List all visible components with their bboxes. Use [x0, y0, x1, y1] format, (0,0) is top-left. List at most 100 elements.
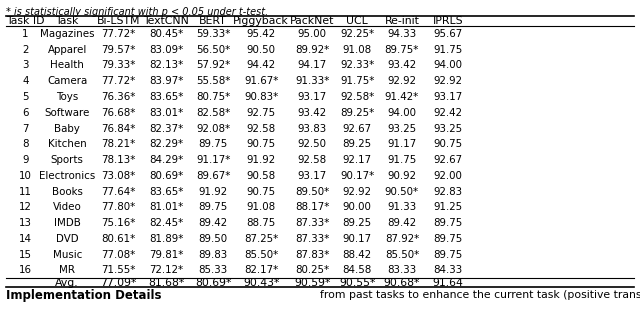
Text: 82.29*: 82.29*	[149, 139, 184, 149]
Text: 84.29*: 84.29*	[149, 155, 184, 165]
Text: Bi-LSTM: Bi-LSTM	[97, 16, 140, 26]
Text: 92.75: 92.75	[246, 108, 276, 118]
Text: 95.67: 95.67	[433, 29, 463, 39]
Text: 8: 8	[22, 139, 29, 149]
Text: 77.09*: 77.09*	[100, 278, 136, 288]
Text: 94.42: 94.42	[246, 61, 276, 70]
Text: 90.68*: 90.68*	[384, 278, 420, 288]
Text: 92.00: 92.00	[433, 171, 463, 181]
Text: 91.25: 91.25	[433, 202, 463, 212]
Text: 92.92: 92.92	[342, 187, 372, 197]
Text: 91.92: 91.92	[246, 155, 276, 165]
Text: 83.65*: 83.65*	[149, 92, 184, 102]
Text: 90.59*: 90.59*	[294, 278, 330, 288]
Text: 4: 4	[22, 76, 29, 86]
Text: 91.08: 91.08	[246, 202, 276, 212]
Text: Re-init: Re-init	[385, 16, 419, 26]
Text: 89.92*: 89.92*	[295, 45, 330, 55]
Text: 81.89*: 81.89*	[149, 234, 184, 244]
Text: Books: Books	[52, 187, 83, 197]
Text: Software: Software	[45, 108, 90, 118]
Text: Toys: Toys	[56, 92, 78, 102]
Text: 78.21*: 78.21*	[101, 139, 136, 149]
Text: 92.67: 92.67	[342, 124, 372, 133]
Text: 88.17*: 88.17*	[295, 202, 330, 212]
Text: 91.33*: 91.33*	[295, 76, 330, 86]
Text: 91.17*: 91.17*	[196, 155, 230, 165]
Text: from past tasks to enhance the current task (positive transfe: from past tasks to enhance the current t…	[320, 290, 640, 301]
Text: 90.17: 90.17	[342, 234, 372, 244]
Text: 92.33*: 92.33*	[340, 61, 374, 70]
Text: 80.25*: 80.25*	[295, 265, 330, 275]
Text: 91.75: 91.75	[387, 155, 417, 165]
Text: 77.72*: 77.72*	[101, 29, 136, 39]
Text: PackNet: PackNet	[290, 16, 335, 26]
Text: 89.75*: 89.75*	[385, 45, 419, 55]
Text: 89.75: 89.75	[433, 250, 463, 260]
Text: 76.68*: 76.68*	[101, 108, 136, 118]
Text: 79.57*: 79.57*	[101, 45, 136, 55]
Text: 85.50*: 85.50*	[244, 250, 278, 260]
Text: 87.83*: 87.83*	[295, 250, 330, 260]
Text: 92.25*: 92.25*	[340, 29, 374, 39]
Text: 85.33: 85.33	[198, 265, 228, 275]
Text: 6: 6	[22, 108, 29, 118]
Text: 82.13*: 82.13*	[149, 61, 184, 70]
Text: Magazines: Magazines	[40, 29, 95, 39]
Text: 77.08*: 77.08*	[101, 250, 136, 260]
Text: 94.00: 94.00	[387, 108, 417, 118]
Text: 90.43*: 90.43*	[243, 278, 279, 288]
Text: 11: 11	[19, 187, 32, 197]
Text: 81.68*: 81.68*	[148, 278, 184, 288]
Text: 93.83: 93.83	[298, 124, 327, 133]
Text: 89.67*: 89.67*	[196, 171, 230, 181]
Text: 92.92: 92.92	[433, 76, 463, 86]
Text: BERT: BERT	[199, 16, 227, 26]
Text: 89.25: 89.25	[342, 139, 372, 149]
Text: 90.58: 90.58	[246, 171, 276, 181]
Text: 3: 3	[22, 61, 29, 70]
Text: 91.75*: 91.75*	[340, 76, 374, 86]
Text: 91.67*: 91.67*	[244, 76, 278, 86]
Text: 59.33*: 59.33*	[196, 29, 230, 39]
Text: 91.75: 91.75	[433, 45, 463, 55]
Text: 7: 7	[22, 124, 29, 133]
Text: Kitchen: Kitchen	[48, 139, 86, 149]
Text: 92.67: 92.67	[433, 155, 463, 165]
Text: 10: 10	[19, 171, 32, 181]
Text: 89.50*: 89.50*	[295, 187, 330, 197]
Text: 90.50*: 90.50*	[385, 187, 419, 197]
Text: IPRLS: IPRLS	[433, 16, 463, 26]
Text: 92.58: 92.58	[298, 155, 327, 165]
Text: 88.42: 88.42	[342, 250, 372, 260]
Text: 93.17: 93.17	[298, 171, 327, 181]
Text: MR: MR	[60, 265, 76, 275]
Text: 90.75: 90.75	[246, 187, 276, 197]
Text: 73.08*: 73.08*	[101, 171, 136, 181]
Text: Camera: Camera	[47, 76, 87, 86]
Text: 13: 13	[19, 218, 32, 228]
Text: Video: Video	[53, 202, 81, 212]
Text: 91.42*: 91.42*	[385, 92, 419, 102]
Text: 89.25: 89.25	[342, 218, 372, 228]
Text: 85.50*: 85.50*	[385, 250, 419, 260]
Text: 92.58*: 92.58*	[340, 92, 374, 102]
Text: 82.17*: 82.17*	[244, 265, 278, 275]
Text: 91.17: 91.17	[387, 139, 417, 149]
Text: 90.83*: 90.83*	[244, 92, 278, 102]
Text: 75.16*: 75.16*	[101, 218, 136, 228]
Text: Health: Health	[51, 61, 84, 70]
Text: Piggyback: Piggyback	[233, 16, 289, 26]
Text: 87.33*: 87.33*	[295, 218, 330, 228]
Text: 71.55*: 71.55*	[101, 265, 136, 275]
Text: 87.25*: 87.25*	[244, 234, 278, 244]
Text: 90.50: 90.50	[246, 45, 276, 55]
Text: 90.92: 90.92	[387, 171, 417, 181]
Text: Implementation Details: Implementation Details	[6, 289, 162, 302]
Text: Music: Music	[52, 250, 82, 260]
Text: 15: 15	[19, 250, 32, 260]
Text: 87.33*: 87.33*	[295, 234, 330, 244]
Text: 89.25*: 89.25*	[340, 108, 374, 118]
Text: 16: 16	[19, 265, 32, 275]
Text: 84.33: 84.33	[433, 265, 463, 275]
